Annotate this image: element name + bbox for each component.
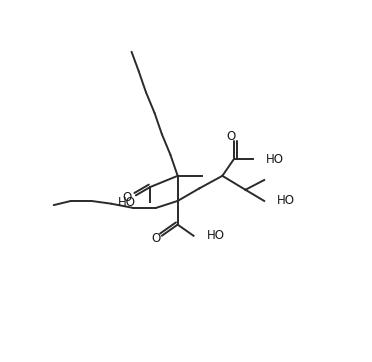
Text: HO: HO — [118, 196, 136, 209]
Text: O: O — [123, 191, 132, 204]
Text: O: O — [151, 232, 161, 245]
Text: HO: HO — [266, 153, 283, 166]
Text: HO: HO — [206, 229, 225, 242]
Text: O: O — [227, 130, 235, 143]
Text: HO: HO — [277, 194, 295, 207]
